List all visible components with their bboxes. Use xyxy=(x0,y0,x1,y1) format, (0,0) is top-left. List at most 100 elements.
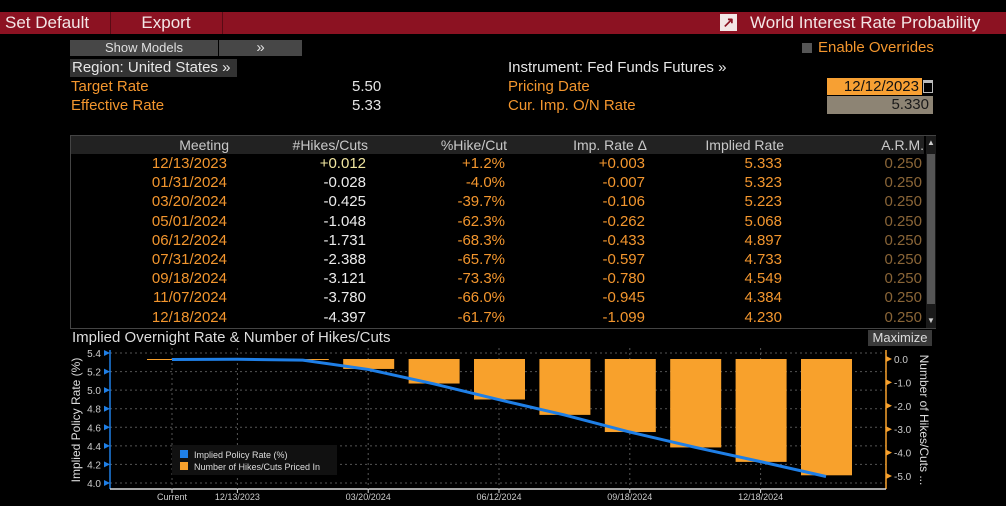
table-cell: -0.425 xyxy=(323,193,366,211)
table-cell: 4.897 xyxy=(744,231,782,249)
table-row[interactable]: 11/07/2024 -3.780 -66.0% -0.945 4.384 0.250 xyxy=(71,288,926,307)
right-axis-title: Number of Hikes/Cuts ... xyxy=(917,355,931,486)
table-row[interactable]: 05/01/2024 -1.048 -62.3% -0.262 5.068 0.250 xyxy=(71,212,926,231)
left-tick-label: 4.8 xyxy=(87,405,101,416)
bar-hikes-cuts xyxy=(670,359,722,448)
bar-hikes-cuts xyxy=(735,359,787,462)
popout-icon[interactable]: ↗ xyxy=(720,14,737,31)
left-tick-label: 4.0 xyxy=(87,479,101,490)
export-button[interactable]: Export xyxy=(110,12,223,34)
table-cell: -0.106 xyxy=(602,193,645,211)
table-cell: -0.433 xyxy=(602,231,645,249)
table-row[interactable]: 12/18/2024 -4.397 -61.7% -1.099 4.230 0.250 xyxy=(71,308,926,327)
scroll-up-icon[interactable]: ▲ xyxy=(927,138,935,147)
table-cell: -3.780 xyxy=(323,289,366,307)
table-cell: 0.250 xyxy=(884,155,922,172)
table-cell: +0.012 xyxy=(319,155,366,172)
scrollbar[interactable]: ▲ ▼ xyxy=(926,136,936,328)
left-tick xyxy=(104,350,110,356)
table-cell: +0.003 xyxy=(598,155,645,172)
left-tick-label: 5.0 xyxy=(87,386,101,397)
left-tick xyxy=(104,405,110,412)
region-selector[interactable]: Region: United States » xyxy=(70,59,237,77)
expand-button[interactable]: » xyxy=(219,40,302,56)
right-tick xyxy=(886,402,892,409)
left-tick xyxy=(104,442,110,449)
table-cell: -62.3% xyxy=(457,212,505,230)
maximize-button[interactable]: Maximize xyxy=(868,330,932,346)
cur-imp-rate-input[interactable]: 5.330 xyxy=(827,96,933,114)
table-cell: 0.250 xyxy=(884,289,922,307)
pricing-date-input[interactable]: 12/12/2023 xyxy=(827,78,922,95)
show-models-button[interactable]: Show Models xyxy=(70,40,218,56)
legend xyxy=(172,445,337,475)
left-tick xyxy=(104,387,110,394)
table-cell: 5.223 xyxy=(744,193,782,211)
line-implied-rate xyxy=(171,357,827,478)
left-tick xyxy=(104,424,110,431)
left-tick xyxy=(104,368,110,375)
left-tick-label: 4.6 xyxy=(87,423,101,434)
right-tick xyxy=(886,449,892,456)
table-cell: +1.2% xyxy=(462,155,505,172)
table-cell: 12/13/2023 xyxy=(151,155,227,172)
right-tick xyxy=(886,473,892,479)
table-row[interactable]: 09/18/2024 -3.121 -73.3% -0.780 4.549 0.250 xyxy=(71,269,926,288)
bar-hikes-cuts xyxy=(343,359,395,369)
table-cell: 5.323 xyxy=(744,174,782,192)
table-cell: 0.250 xyxy=(884,270,922,288)
legend-swatch xyxy=(180,462,188,470)
table-row[interactable]: 12/13/2023 +0.012 +1.2% +0.003 5.333 0.250 xyxy=(71,154,926,173)
table-cell: 12/18/2024 xyxy=(151,308,227,326)
instrument-selector[interactable]: Instrument: Fed Funds Futures » xyxy=(508,59,727,76)
bar-hikes-cuts xyxy=(801,359,852,476)
effective-rate-value: 5.33 xyxy=(352,97,382,114)
column-header[interactable]: %Hike/Cut xyxy=(368,136,508,154)
set-default-button[interactable]: Set Default xyxy=(0,12,111,34)
meetings-table: Meeting #Hikes/Cuts %Hike/Cut Imp. Rate Δ Im… xyxy=(70,135,936,329)
table-cell: -39.7% xyxy=(457,193,505,211)
table-cell: 0.250 xyxy=(884,231,922,249)
table-cell: 07/31/2024 xyxy=(151,251,227,268)
effective-rate-label: Effective Rate xyxy=(71,97,165,114)
legend-label: Implied Policy Rate (%) xyxy=(194,450,288,460)
pricing-date-label: Pricing Date xyxy=(508,78,590,95)
table-cell: 11/07/2024 xyxy=(153,289,227,307)
table-row[interactable]: 01/31/2024 -0.028 -4.0% -0.007 5.323 0.250 xyxy=(71,173,926,192)
table-cell: 01/31/2024 xyxy=(151,174,227,192)
x-tick-label: 06/12/2024 xyxy=(476,492,521,502)
table-cell: -0.007 xyxy=(602,174,645,192)
scrollbar-thumb[interactable] xyxy=(927,154,935,304)
enable-overrides-checkbox[interactable] xyxy=(802,43,812,53)
table-row[interactable]: 03/20/2024 -0.425 -39.7% -0.106 5.223 0.250 xyxy=(71,192,926,211)
table-cell: 4.549 xyxy=(744,270,782,288)
column-header[interactable]: Meeting xyxy=(71,136,230,154)
column-header[interactable]: #Hikes/Cuts xyxy=(229,136,369,154)
left-tick xyxy=(104,480,110,486)
table-cell: 4.230 xyxy=(744,308,782,326)
legend-swatch xyxy=(180,450,188,458)
column-header[interactable]: A.R.M. xyxy=(784,136,925,154)
right-tick xyxy=(886,426,892,433)
table-cell: -65.7% xyxy=(457,251,505,268)
table-cell: -1.048 xyxy=(323,212,366,230)
left-tick xyxy=(104,461,110,468)
table-row[interactable]: 07/31/2024 -2.388 -65.7% -0.597 4.733 0.250 xyxy=(71,250,926,269)
column-header[interactable]: Imp. Rate Δ xyxy=(507,136,648,154)
x-tick-label: 03/20/2024 xyxy=(346,492,391,502)
column-header[interactable]: Implied Rate xyxy=(647,136,785,154)
scroll-down-icon[interactable]: ▼ xyxy=(927,316,935,325)
table-cell: -0.945 xyxy=(602,289,645,307)
table-cell: -0.597 xyxy=(602,251,645,268)
table-row[interactable]: 06/12/2024 -1.731 -68.3% -0.433 4.897 0.250 xyxy=(71,231,926,250)
right-tick-label: -4.0 xyxy=(894,449,912,460)
left-tick-label: 4.2 xyxy=(87,460,101,471)
window-title: World Interest Rate Probability xyxy=(750,13,981,32)
calendar-icon[interactable] xyxy=(923,80,933,93)
cur-imp-rate-label: Cur. Imp. O/N Rate xyxy=(508,97,636,114)
target-rate-value: 5.50 xyxy=(352,78,382,95)
left-tick-label: 5.4 xyxy=(87,349,101,360)
table-cell: 4.733 xyxy=(744,251,782,268)
x-tick-label: 12/13/2023 xyxy=(215,492,260,502)
